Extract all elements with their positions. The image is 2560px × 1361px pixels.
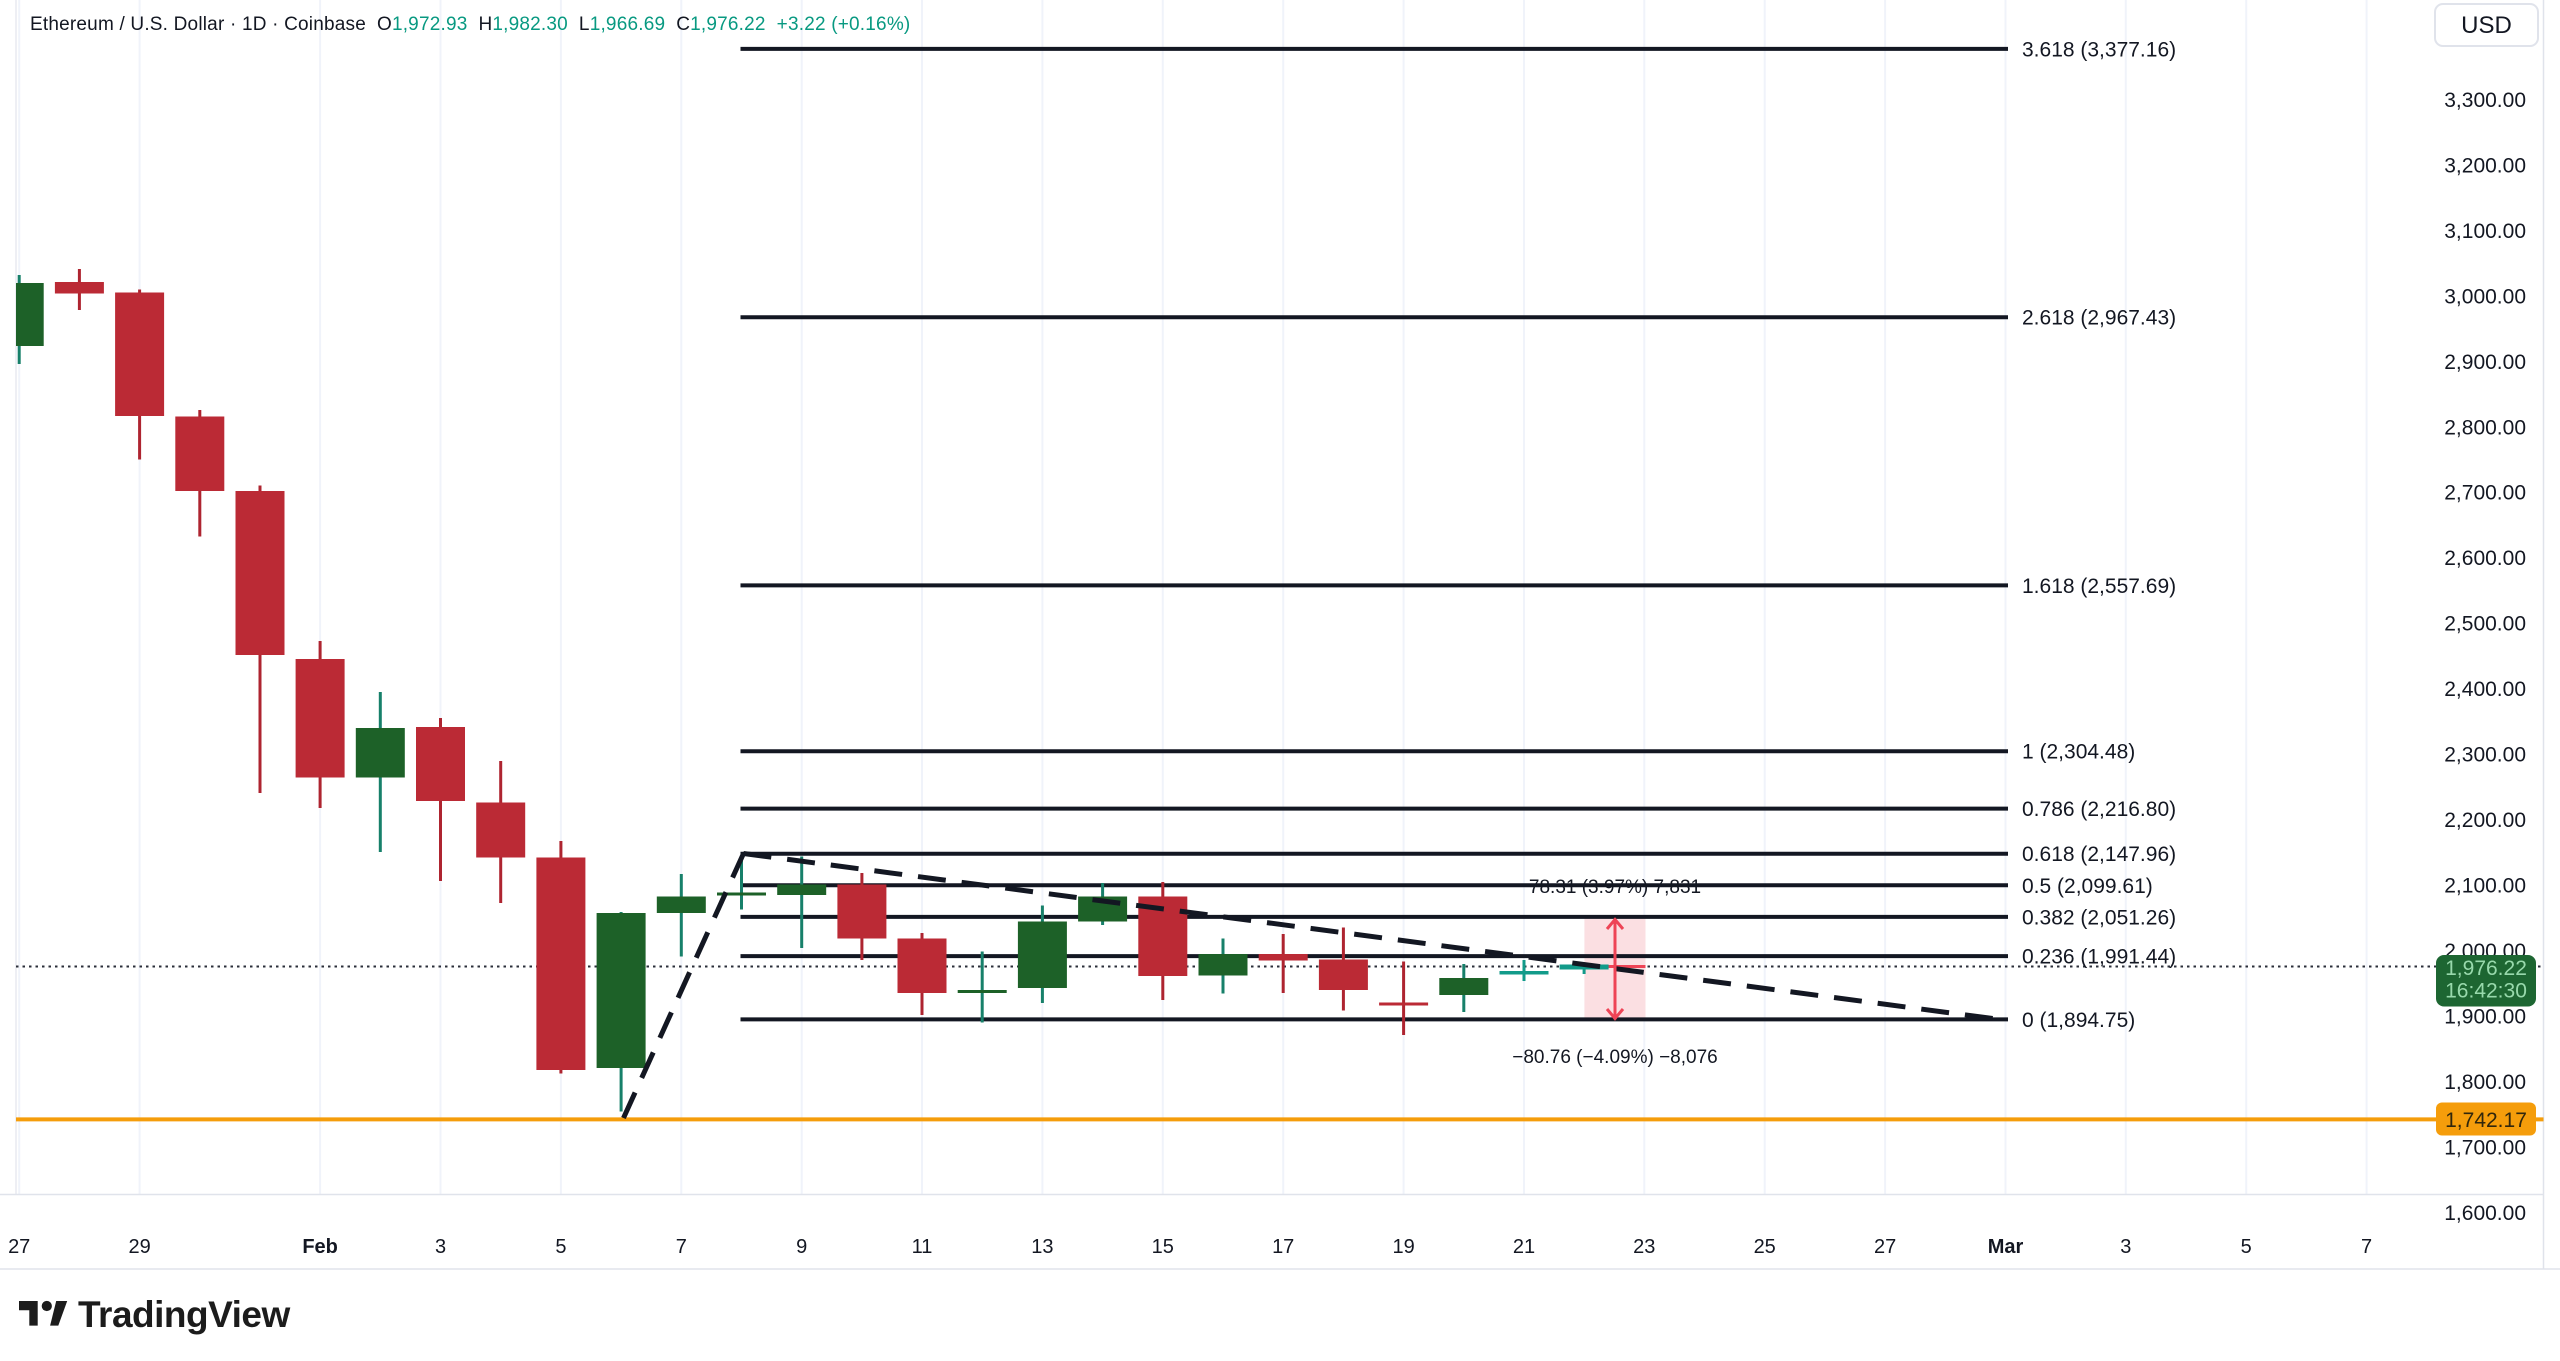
svg-text:1,742.17: 1,742.17 xyxy=(2445,1109,2527,1132)
svg-text:USD: USD xyxy=(2461,12,2512,39)
svg-text:3.618 (3,377.16): 3.618 (3,377.16) xyxy=(2022,38,2176,61)
svg-text:25: 25 xyxy=(1754,1236,1776,1258)
svg-text:17: 17 xyxy=(1272,1236,1294,1258)
svg-text:2,500.00: 2,500.00 xyxy=(2444,613,2526,636)
svg-text:Ethereum / U.S. Dollar · 1D ·: Ethereum / U.S. Dollar · 1D · Coinbase O… xyxy=(30,14,910,35)
svg-text:23: 23 xyxy=(1633,1236,1655,1258)
svg-text:7: 7 xyxy=(676,1236,687,1258)
svg-text:0.382 (2,051.26): 0.382 (2,051.26) xyxy=(2022,906,2176,929)
svg-text:13: 13 xyxy=(1031,1236,1053,1258)
svg-text:Mar: Mar xyxy=(1988,1236,2024,1258)
svg-text:3,000.00: 3,000.00 xyxy=(2444,285,2526,308)
svg-text:3,200.00: 3,200.00 xyxy=(2444,154,2526,177)
svg-text:Feb: Feb xyxy=(302,1236,338,1258)
svg-text:2,800.00: 2,800.00 xyxy=(2444,416,2526,439)
svg-text:1,600.00: 1,600.00 xyxy=(2444,1202,2526,1225)
svg-text:2,100.00: 2,100.00 xyxy=(2444,875,2526,898)
svg-text:2.618 (2,967.43): 2.618 (2,967.43) xyxy=(2022,307,2176,330)
svg-text:0.786 (2,216.80): 0.786 (2,216.80) xyxy=(2022,798,2176,821)
svg-text:1,976.22: 1,976.22 xyxy=(2445,957,2527,980)
svg-text:21: 21 xyxy=(1513,1236,1535,1258)
svg-text:19: 19 xyxy=(1392,1236,1414,1258)
svg-text:0 (1,894.75): 0 (1,894.75) xyxy=(2022,1009,2135,1032)
svg-text:15: 15 xyxy=(1152,1236,1174,1258)
svg-text:1,900.00: 1,900.00 xyxy=(2444,1006,2526,1029)
svg-text:2,700.00: 2,700.00 xyxy=(2444,482,2526,505)
svg-text:1,800.00: 1,800.00 xyxy=(2444,1071,2526,1094)
svg-text:5: 5 xyxy=(2241,1236,2252,1258)
svg-text:27: 27 xyxy=(1874,1236,1896,1258)
svg-text:5: 5 xyxy=(555,1236,566,1258)
svg-text:3,300.00: 3,300.00 xyxy=(2444,89,2526,112)
svg-text:1,700.00: 1,700.00 xyxy=(2444,1136,2526,1159)
svg-text:0.618 (2,147.96): 0.618 (2,147.96) xyxy=(2022,843,2176,866)
svg-text:16:42:30: 16:42:30 xyxy=(2445,980,2527,1003)
svg-text:1.618 (2,557.69): 1.618 (2,557.69) xyxy=(2022,575,2176,598)
svg-text:9: 9 xyxy=(796,1236,807,1258)
svg-text:0.236 (1,991.44): 0.236 (1,991.44) xyxy=(2022,946,2176,969)
svg-text:27: 27 xyxy=(8,1236,30,1258)
svg-text:3: 3 xyxy=(435,1236,446,1258)
svg-text:2,600.00: 2,600.00 xyxy=(2444,547,2526,570)
svg-text:2,400.00: 2,400.00 xyxy=(2444,678,2526,701)
svg-text:11: 11 xyxy=(912,1236,933,1258)
svg-text:3: 3 xyxy=(2120,1236,2131,1258)
svg-text:3,100.00: 3,100.00 xyxy=(2444,220,2526,243)
svg-text:7: 7 xyxy=(2361,1236,2372,1258)
svg-text:TradingView: TradingView xyxy=(78,1294,290,1335)
svg-text:1 (2,304.48): 1 (2,304.48) xyxy=(2022,741,2135,764)
svg-text:2,200.00: 2,200.00 xyxy=(2444,809,2526,832)
svg-text:0.5 (2,099.61): 0.5 (2,099.61) xyxy=(2022,875,2153,898)
svg-text:−80.76 (−4.09%) −8,076: −80.76 (−4.09%) −8,076 xyxy=(1512,1047,1717,1068)
svg-text:78.31 (3.97%) 7,831: 78.31 (3.97%) 7,831 xyxy=(1529,877,1701,898)
svg-text:29: 29 xyxy=(128,1236,150,1258)
svg-text:2,300.00: 2,300.00 xyxy=(2444,744,2526,767)
svg-text:2,900.00: 2,900.00 xyxy=(2444,351,2526,374)
